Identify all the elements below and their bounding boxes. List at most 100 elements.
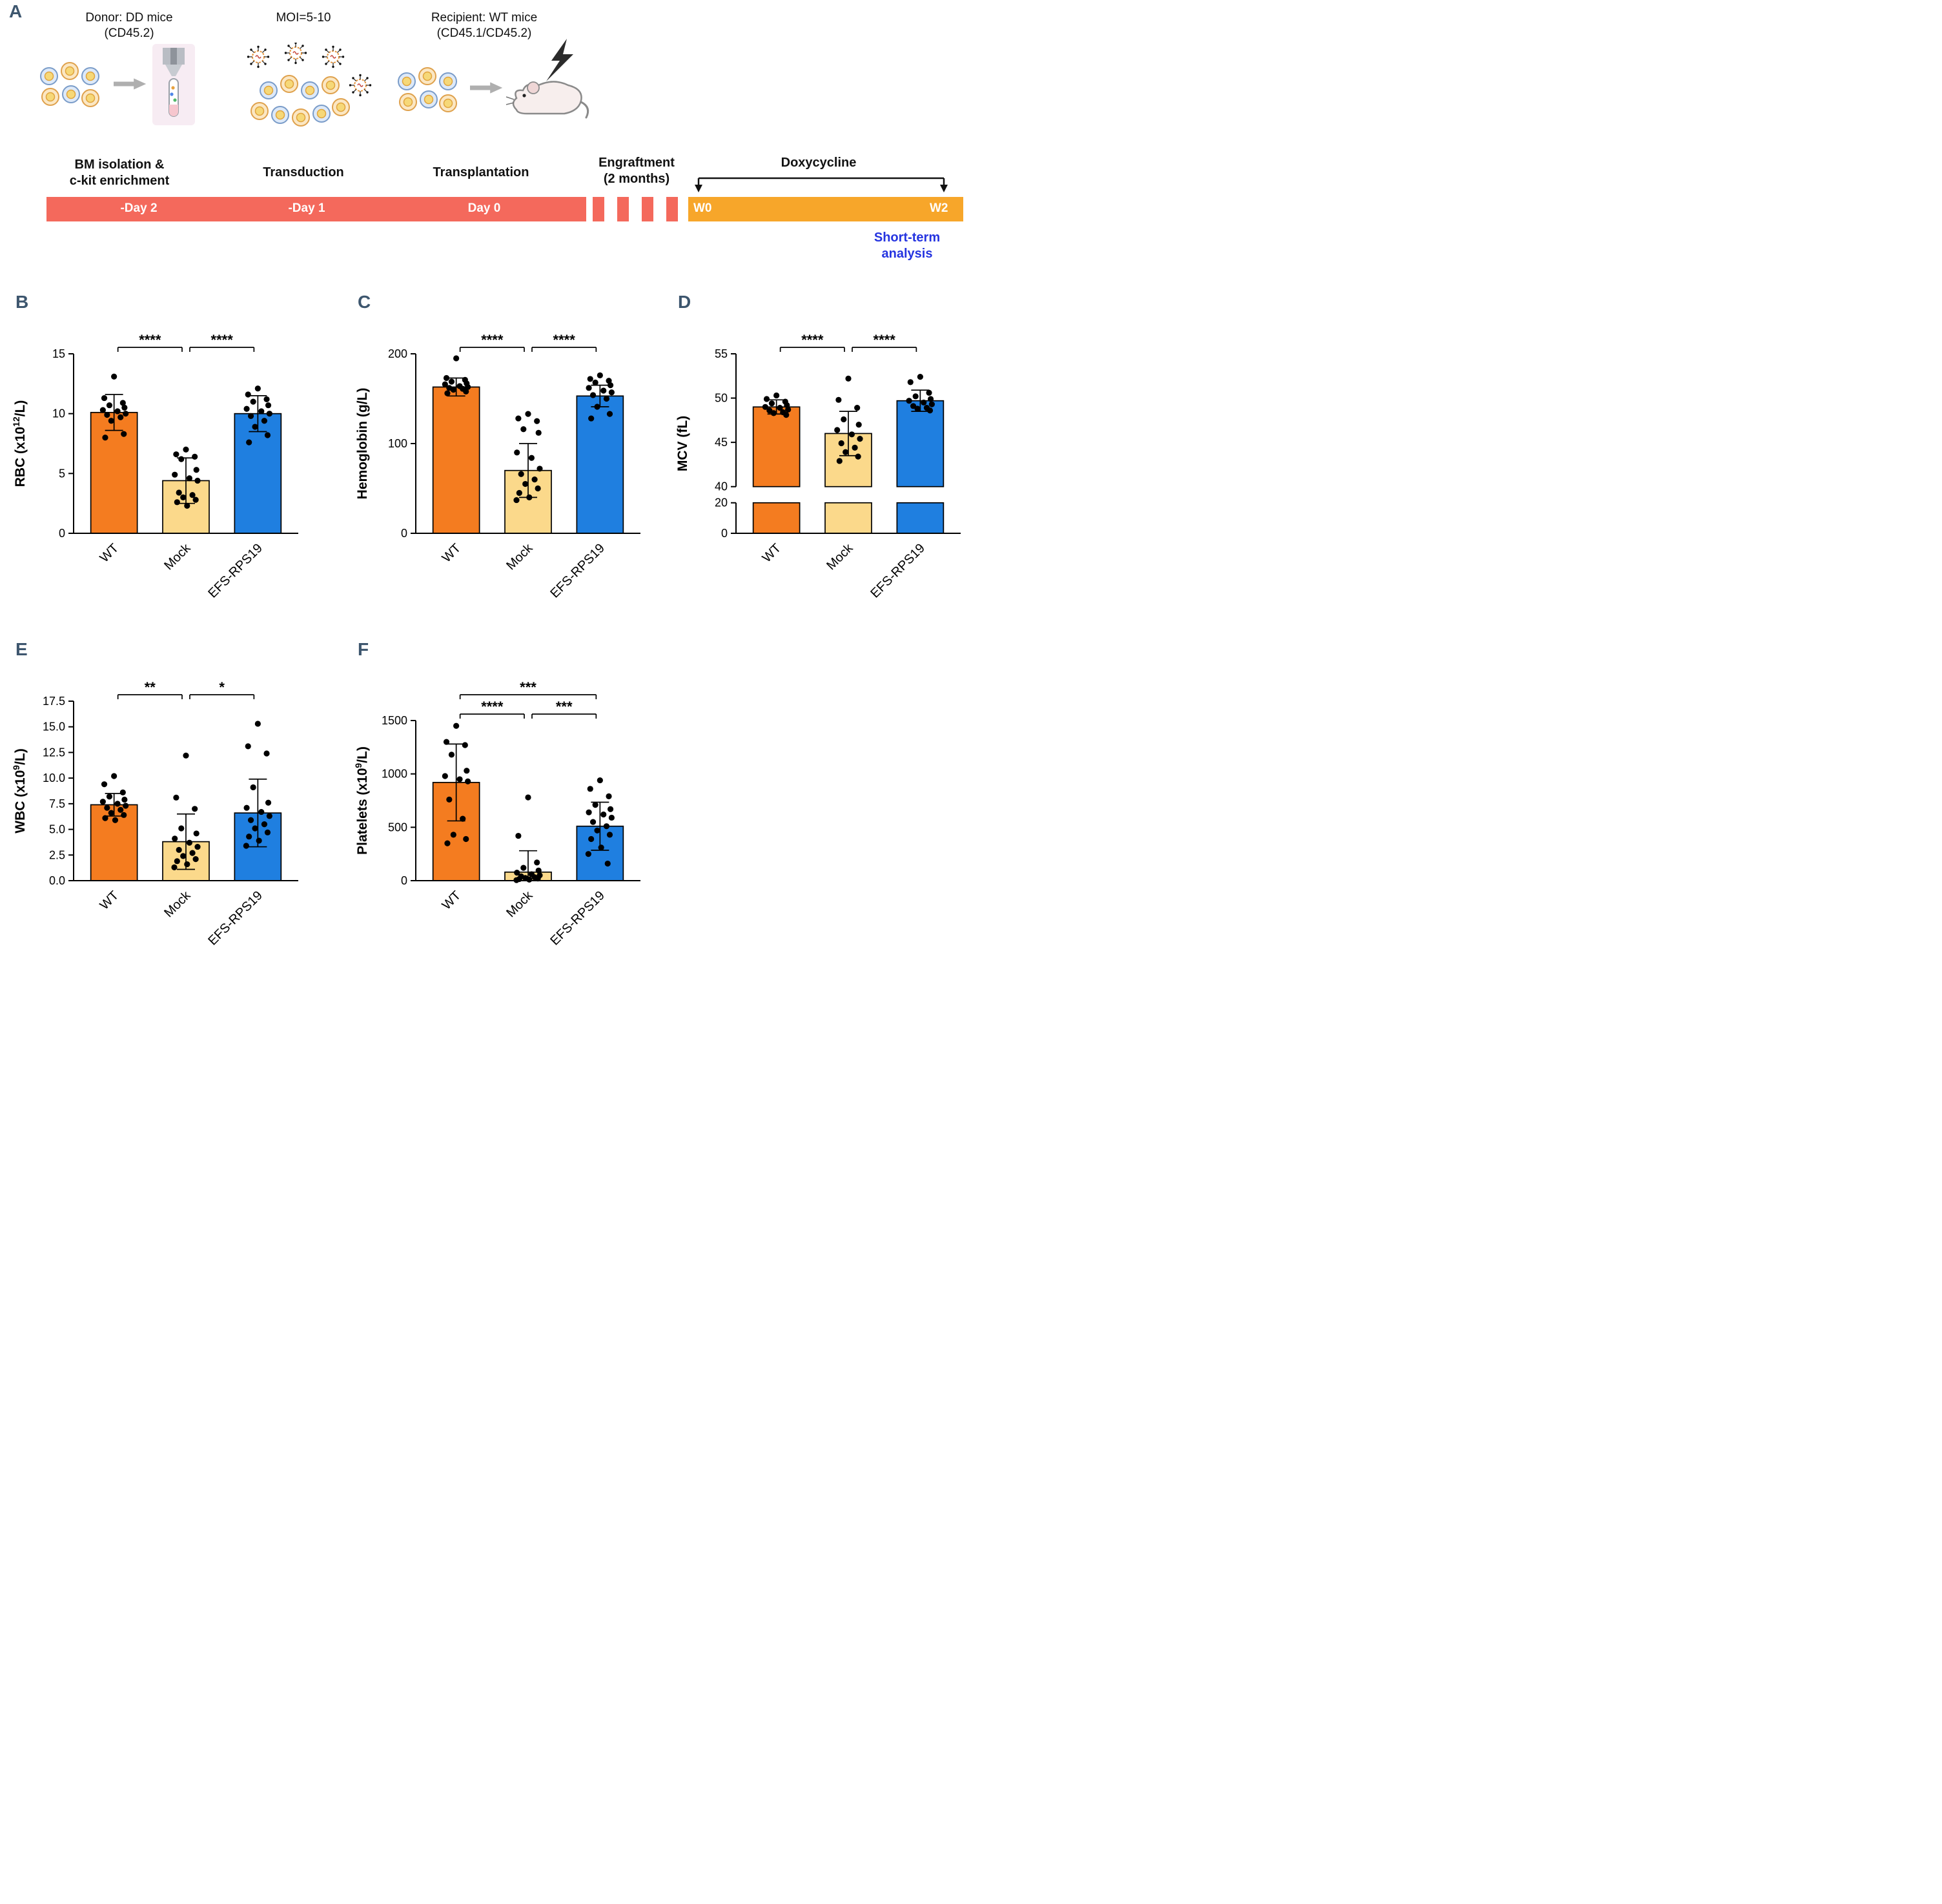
data-point <box>852 444 858 451</box>
y-axis-title: MCV (fL) <box>675 416 690 471</box>
significance-stars: **** <box>481 332 504 348</box>
data-point <box>193 830 199 837</box>
data-point <box>515 832 522 839</box>
significance-bracket: * <box>189 679 255 699</box>
data-point <box>263 750 270 757</box>
y-axis-title: WBC (x109/L) <box>12 748 28 833</box>
arrow-right-icon <box>470 82 503 94</box>
significance-stars: **** <box>211 332 234 348</box>
data-point <box>926 407 934 414</box>
panel-f-label: F <box>358 639 369 659</box>
data-point <box>123 803 129 809</box>
bar <box>896 502 945 534</box>
category-label: Mock <box>161 888 194 920</box>
data-point <box>176 489 182 496</box>
data-point <box>917 374 923 380</box>
data-point <box>118 414 124 420</box>
bar <box>90 411 138 534</box>
data-point <box>855 453 861 460</box>
short-term-analysis-label: Short-term analysis <box>874 230 941 261</box>
data-point <box>450 387 456 393</box>
data-point <box>773 392 780 399</box>
data-point <box>184 861 190 868</box>
y-tick-label: 2.5 <box>49 848 65 861</box>
data-point <box>180 494 187 500</box>
significance-stars: *** <box>556 699 573 715</box>
data-point <box>534 418 540 424</box>
data-point <box>843 449 849 455</box>
data-point <box>845 375 852 382</box>
data-point <box>465 384 471 391</box>
category-label: Mock <box>824 540 856 573</box>
data-point <box>513 496 520 504</box>
data-point <box>121 796 128 803</box>
engraftment-label: Engraftment (2 months) <box>598 156 675 186</box>
bar <box>90 804 138 881</box>
data-point <box>783 412 790 418</box>
data-point <box>108 810 114 816</box>
data-point <box>514 449 520 456</box>
data-point <box>834 427 841 433</box>
data-point <box>514 870 520 876</box>
bar <box>752 406 801 487</box>
panel-d-label: D <box>678 292 691 312</box>
data-point <box>252 424 258 430</box>
data-point <box>531 476 538 483</box>
data-point <box>537 466 543 472</box>
data-point <box>183 752 189 759</box>
data-point <box>254 721 261 727</box>
category-label: EFS-RPS19 <box>547 541 608 601</box>
data-point <box>535 867 542 874</box>
significance-bracket: **** <box>117 332 183 352</box>
data-point <box>594 827 600 834</box>
data-point <box>443 374 450 382</box>
data-point <box>835 396 842 403</box>
category-label: EFS-RPS19 <box>205 888 265 948</box>
data-point <box>606 411 613 417</box>
data-point <box>250 784 256 791</box>
data-point <box>534 859 540 866</box>
data-point <box>256 837 262 844</box>
y-tick-label: 500 <box>388 821 407 834</box>
data-point <box>104 411 110 418</box>
significance-bracket: *** <box>459 679 597 699</box>
virus-cells-icon <box>246 43 373 127</box>
data-point <box>587 376 593 382</box>
data-point <box>907 379 914 385</box>
y-tick-label: 5.0 <box>49 823 65 836</box>
data-point <box>250 398 256 405</box>
data-point <box>246 834 252 840</box>
y-tick-label: 0.0 <box>49 874 65 887</box>
y-tick-label: 200 <box>388 347 407 360</box>
y-tick-label: 17.5 <box>43 695 65 708</box>
y-tick-label: 0 <box>401 874 407 887</box>
significance-stars: **** <box>874 332 896 348</box>
data-point <box>838 440 844 447</box>
data-point <box>118 806 124 813</box>
cells <box>40 62 99 107</box>
significance-bracket: **** <box>531 332 597 352</box>
significance-bracket: ** <box>117 679 183 699</box>
data-point <box>607 382 614 389</box>
panel-e: E 0.0 2.5 5.0 7.5 10.0 12.5 15.0 17.5 WBC (x109/… <box>12 639 315 972</box>
y-axis-title: Hemoglobin (g/L) <box>355 388 370 500</box>
significance-bracket: **** <box>459 699 525 719</box>
significance-bracket: **** <box>459 332 525 352</box>
data-point <box>836 458 843 464</box>
data-point <box>854 405 861 411</box>
data-point <box>597 777 603 784</box>
data-point <box>112 817 119 823</box>
data-point <box>446 796 453 803</box>
category-label: Mock <box>504 888 536 920</box>
data-point <box>768 400 775 407</box>
data-point <box>172 471 178 478</box>
data-point <box>264 829 271 835</box>
data-point <box>770 410 777 416</box>
data-point <box>194 843 201 850</box>
data-point <box>111 373 118 380</box>
doxycycline-arrow <box>695 177 948 192</box>
y-tick-label: 15 <box>52 347 65 360</box>
timeline-day1: -Day 1 <box>288 201 325 215</box>
data-point <box>465 778 471 784</box>
y-tick-label: 40 <box>715 480 728 493</box>
